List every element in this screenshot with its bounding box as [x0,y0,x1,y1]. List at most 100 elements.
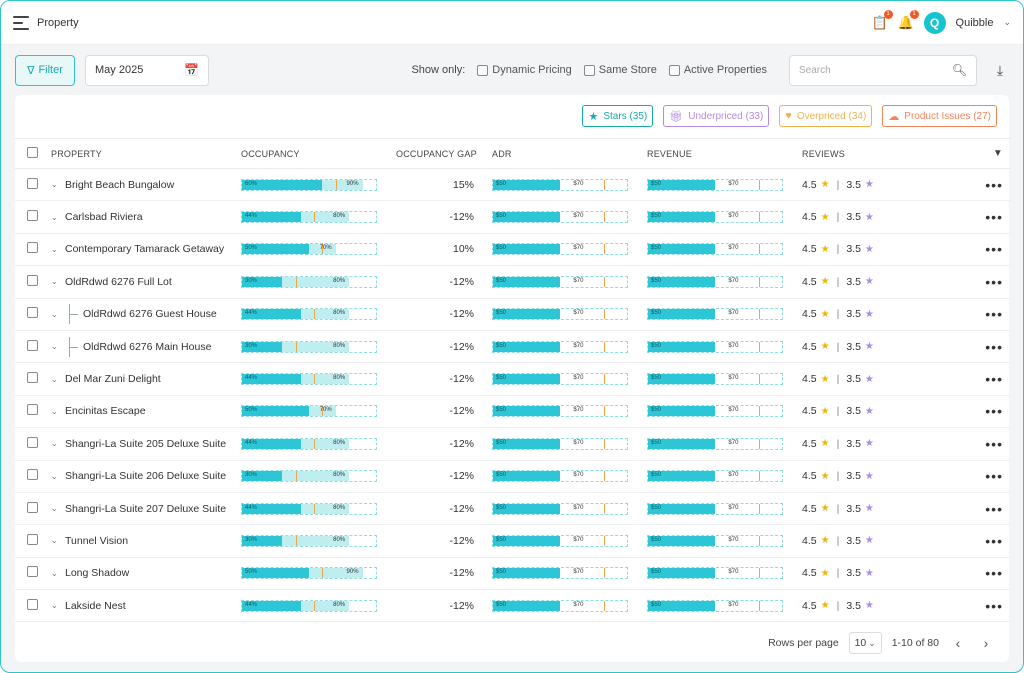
table-row[interactable]: ⌄ OldRdwd 6276 Guest House 44% 80% -12% $50 $7… [15,298,1011,331]
table-row[interactable]: ⌄ Shangri-La Suite 205 Deluxe Suite 44% 80%… [15,427,1011,461]
more-options-icon[interactable]: ••• [985,176,1003,193]
same-store-checkbox[interactable]: Same Store [583,64,657,76]
more-options-icon[interactable]: ••• [985,241,1003,258]
prev-page-icon[interactable]: ‹ [955,635,961,651]
property-name[interactable]: OldRdwd 6276 Full Lot [65,275,172,288]
row-checkbox[interactable] [27,372,38,384]
bell-icon[interactable]: 🔔 1 [897,9,919,31]
col-adr[interactable]: ADR [492,138,647,169]
next-page-icon[interactable]: › [983,635,989,651]
filter-button[interactable]: ∇ Filter [15,54,75,86]
property-name[interactable]: Bright Beach Bungalow [65,178,175,191]
row-checkbox[interactable] [27,242,38,254]
table-row[interactable]: ⌄ Carlsbad Riviera 44% 80% -12% $50 $70 $50 $70 4… [15,200,1011,234]
table-row[interactable]: ⌄ Shangri-La Suite 206 Deluxe Suite 30% 80%… [15,460,1011,493]
checkbox-box[interactable] [477,64,489,76]
more-options-icon[interactable]: ••• [985,371,1003,388]
more-options-icon[interactable]: ••• [985,435,1003,452]
table-row[interactable]: ⌄ Shangri-La Suite 207 Deluxe Suite 44% 80%… [15,492,1011,526]
more-options-icon[interactable]: ••• [985,273,1003,290]
chevron-down-icon[interactable]: ⌄ [1003,17,1011,27]
active-properties-checkbox[interactable]: Active Properties [668,64,767,76]
underpriced-tag[interactable]: 🎁︎ Underpriced (33) [663,105,770,127]
chevron-down-icon[interactable]: ⌄ [51,212,58,222]
property-name[interactable]: OldRdwd 6276 Main House [83,340,212,353]
chevron-down-icon[interactable]: ⌄ [51,406,58,416]
chevron-down-icon[interactable]: ⌄ [51,180,58,190]
overpriced-tag[interactable]: ♥ Overpriced (34) [779,105,873,127]
col-reviews[interactable]: REVIEWS [802,138,962,169]
product-issues-tag[interactable]: ☁ Product Issues (27) [882,105,997,127]
more-options-icon[interactable]: ••• [985,565,1003,582]
search-input[interactable] [799,64,939,76]
row-checkbox[interactable] [27,533,38,545]
property-name[interactable]: Shangri-La Suite 206 Deluxe Suite [65,470,227,483]
menu-toggle-icon[interactable] [13,15,29,30]
select-all-checkbox[interactable] [27,147,38,158]
table-row[interactable]: ⌄ Encinitas Escape 50% 70% -12% $50 $70 $50 $70 4… [15,395,1011,429]
column-menu-icon[interactable]: ▼ [992,148,1003,159]
more-options-icon[interactable]: ••• [985,532,1003,549]
chevron-down-icon[interactable]: ⌄ [51,601,58,611]
row-checkbox[interactable] [27,274,38,286]
property-name[interactable]: Del Mar Zuni Delight [65,373,161,386]
more-options-icon[interactable]: ••• [985,468,1003,485]
date-picker[interactable]: May 2025 📅 [85,54,209,86]
search-icon[interactable]: 🔍︎ [951,63,967,77]
chevron-down-icon[interactable]: ⌄ [51,439,58,449]
row-checkbox[interactable] [27,339,38,351]
more-options-icon[interactable]: ••• [985,209,1003,226]
table-row[interactable]: ⌄ OldRdwd 6276 Main House 30% 80% -12% $50 $70… [15,330,1011,364]
row-checkbox[interactable] [27,566,38,578]
col-revenue[interactable]: REVENUE [647,138,802,169]
property-name[interactable]: Tunnel Vision [65,534,129,547]
more-options-icon[interactable]: ••• [985,597,1003,614]
row-checkbox[interactable] [27,210,38,222]
property-name[interactable]: Shangri-La Suite 205 Deluxe Suite [65,437,227,450]
chevron-down-icon[interactable]: ⌄ [51,471,58,481]
table-row[interactable]: ⌄ Lakside Nest 44% 80% -12% $50 $70 $50 $70 4.5 ★ |… [15,589,1011,623]
chevron-down-icon[interactable]: ⌄ [51,568,58,578]
row-checkbox[interactable] [27,404,38,416]
more-options-icon[interactable]: ••• [985,500,1003,517]
download-icon[interactable]: ⤓ [996,61,1004,78]
table-row[interactable]: ⌄ OldRdwd 6276 Full Lot 30% 80% -12% $50 $70 $5… [15,265,1011,299]
more-options-icon[interactable]: ••• [985,403,1003,420]
rows-per-page-select[interactable]: 10 ⌄ [848,632,882,654]
table-row[interactable]: ⌄ Contemporary Tamarack Getaway 50% 70% 10% $… [15,233,1011,267]
row-checkbox[interactable] [27,307,38,319]
stars-tag[interactable]: ★ Stars (35) [582,105,654,127]
row-checkbox[interactable] [27,598,38,610]
property-name[interactable]: OldRdwd 6276 Guest House [83,308,217,321]
clipboard-icon[interactable]: 📋 1 [871,9,893,31]
chevron-down-icon[interactable]: ⌄ [51,536,58,546]
chevron-down-icon[interactable]: ⌄ [51,277,58,287]
checkbox-box[interactable] [668,64,680,76]
more-options-icon[interactable]: ••• [985,306,1003,323]
col-occupancy-gap[interactable]: OCCUPANCY GAP [396,138,492,169]
table-row[interactable]: ⌄ Bright Beach Bungalow 60% 90% 15% $50 $70 $50… [15,168,1011,202]
row-checkbox[interactable] [27,436,38,448]
property-name[interactable]: Contemporary Tamarack Getaway [65,243,225,256]
user-name[interactable]: Quibble [955,16,994,29]
chevron-down-icon[interactable]: ⌄ [51,342,58,352]
chevron-down-icon[interactable]: ⌄ [51,374,58,384]
row-checkbox[interactable] [27,177,38,189]
chevron-down-icon[interactable]: ⌄ [51,309,58,319]
more-options-icon[interactable]: ••• [985,338,1003,355]
table-row[interactable]: ⌄ Tunnel Vision 30% 80% -12% $50 $70 $50 $70 4.5 ★… [15,524,1011,558]
row-checkbox[interactable] [27,469,38,481]
avatar[interactable]: Q [923,11,946,34]
table-row[interactable]: ⌄ Del Mar Zuni Delight 44% 80% -12% $50 $70 $50… [15,362,1011,396]
property-name[interactable]: Encinitas Escape [65,405,146,418]
chevron-down-icon[interactable]: ⌄ [51,244,58,254]
property-name[interactable]: Lakside Nest [65,599,126,612]
dynamic-pricing-checkbox[interactable]: Dynamic Pricing [477,64,572,76]
property-name[interactable]: Long Shadow [65,567,130,580]
chevron-down-icon[interactable]: ⌄ [51,504,58,514]
property-name[interactable]: Shangri-La Suite 207 Deluxe Suite [65,502,227,515]
property-name[interactable]: Carlsbad Riviera [65,211,143,224]
row-checkbox[interactable] [27,501,38,513]
col-occupancy[interactable]: OCCUPANCY [241,138,396,169]
col-property[interactable]: PROPERTY [51,138,241,169]
